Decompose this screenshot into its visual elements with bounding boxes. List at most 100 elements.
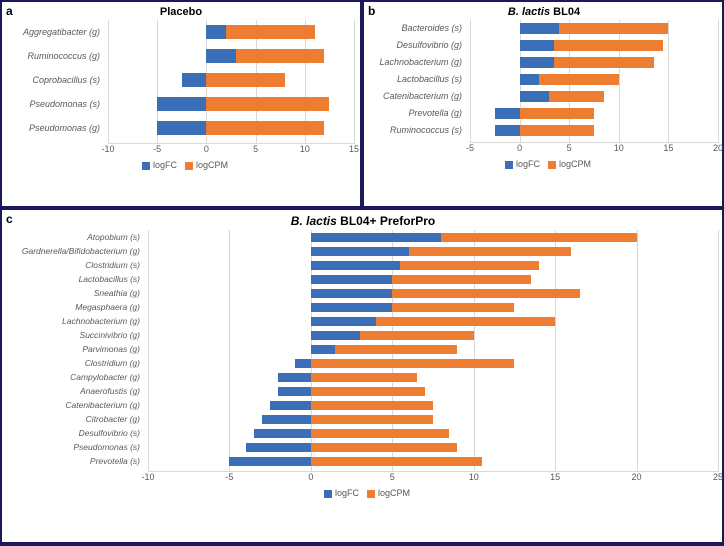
bar-logfc <box>311 247 409 256</box>
bar-logcpm <box>311 429 449 438</box>
bar-logcpm <box>376 317 555 326</box>
axis-tick: 5 <box>567 143 572 153</box>
category-label: Succinivibrio (g) <box>4 331 144 340</box>
legend: logFC logCPM <box>8 488 718 498</box>
panel-c-title-suffix: BL04+ PreforPro <box>337 214 435 228</box>
bar-logfc <box>311 233 441 242</box>
category-label: Ruminococcus (s) <box>366 125 466 136</box>
category-label: Aggregatibacter (g) <box>4 25 104 39</box>
category-label: Atopobium (s) <box>4 233 144 242</box>
category-label: Lactobacillus (s) <box>366 74 466 85</box>
legend-label-logfc: logFC <box>335 488 359 498</box>
legend-label-logcpm: logCPM <box>559 159 591 169</box>
panel-a: a Placebo Aggregatibacter (g)Ruminococcu… <box>0 0 362 208</box>
bar-logcpm <box>554 57 653 68</box>
bar-logfc <box>278 387 311 396</box>
category-label: Desulfovibrio (g) <box>366 40 466 51</box>
bar-logcpm <box>360 331 474 340</box>
bar-logcpm <box>520 108 594 119</box>
bar-logfc <box>229 457 310 466</box>
bar-logfc <box>270 401 311 410</box>
bar-logfc <box>520 74 540 85</box>
axis-tick: 20 <box>632 472 642 482</box>
category-label: Bacteroides (s) <box>366 23 466 34</box>
bar-logfc <box>520 57 555 68</box>
bar-logfc <box>520 40 555 51</box>
panel-a-label: a <box>6 4 13 18</box>
bar-logcpm <box>311 387 425 396</box>
axis-tick: -5 <box>225 472 233 482</box>
axis-tick: 20 <box>713 143 723 153</box>
bar-logcpm <box>520 125 594 136</box>
bar-logfc <box>278 373 311 382</box>
legend-label-logfc: logFC <box>516 159 540 169</box>
bar-logcpm <box>549 91 604 102</box>
bar-logcpm <box>441 233 636 242</box>
axis-tick: 25 <box>713 472 723 482</box>
bar-logcpm <box>236 49 325 63</box>
axis-tick: 10 <box>469 472 479 482</box>
panel-b-title: B. lactis BL04 <box>370 6 718 18</box>
bar-logfc <box>262 415 311 424</box>
bar-logfc <box>157 97 206 111</box>
legend: logFC logCPM <box>370 159 718 169</box>
category-label: Citrobacter (g) <box>4 415 144 424</box>
bar-logcpm <box>392 275 530 284</box>
legend-swatch-logcpm <box>185 162 193 170</box>
legend-swatch-logfc <box>142 162 150 170</box>
legend-label-logfc: logFC <box>153 160 177 170</box>
bar-logcpm <box>400 261 538 270</box>
panel-a-title: Placebo <box>8 6 354 18</box>
axis-tick: 10 <box>300 144 310 154</box>
category-label: Catenibacterium (g) <box>366 91 466 102</box>
legend-swatch-logcpm <box>367 490 375 498</box>
bar-logcpm <box>311 443 458 452</box>
axis-tick: 15 <box>663 143 673 153</box>
panel-b-title-italic: B. lactis <box>508 6 550 18</box>
bar-logfc <box>311 289 392 298</box>
legend-swatch-logcpm <box>548 161 556 169</box>
axis-tick: 5 <box>390 472 395 482</box>
bar-logcpm <box>311 415 433 424</box>
bar-logfc <box>206 49 236 63</box>
bar-logfc <box>520 23 560 34</box>
bar-logfc <box>495 125 520 136</box>
bar-logfc <box>311 303 392 312</box>
bar-logcpm <box>311 401 433 410</box>
axis-tick: -10 <box>141 472 154 482</box>
panel-c-label: c <box>6 212 13 226</box>
panel-c-title: B. lactis BL04+ PreforPro <box>8 214 718 228</box>
bar-logfc <box>295 359 311 368</box>
bar-logcpm <box>226 25 315 39</box>
legend-label-logcpm: logCPM <box>196 160 228 170</box>
panel-b-chart: Bacteroides (s)Desulfovibrio (g)Lachnoba… <box>370 20 718 169</box>
axis-tick: 5 <box>253 144 258 154</box>
figure: a Placebo Aggregatibacter (g)Ruminococcu… <box>0 0 724 544</box>
category-label: Campylobacter (g) <box>4 373 144 382</box>
bar-logfc <box>495 108 520 119</box>
axis-tick: -10 <box>101 144 114 154</box>
legend-label-logcpm: logCPM <box>378 488 410 498</box>
axis-tick: 15 <box>349 144 359 154</box>
category-label: Megasphaera (g) <box>4 303 144 312</box>
axis-tick: -5 <box>466 143 474 153</box>
category-label: Clostridium (g) <box>4 359 144 368</box>
bar-logfc <box>311 345 335 354</box>
category-label: Pseudomonas (s) <box>4 97 104 111</box>
legend-swatch-logfc <box>324 490 332 498</box>
category-label: Lactobacillus (s) <box>4 275 144 284</box>
legend-swatch-logfc <box>505 161 513 169</box>
bar-logcpm <box>206 73 285 87</box>
bar-logfc <box>246 443 311 452</box>
bar-logfc <box>311 317 376 326</box>
panel-a-chart: Aggregatibacter (g)Ruminococcus (g)Copro… <box>8 20 354 170</box>
bar-logcpm <box>311 457 482 466</box>
panel-c-title-italic: B. lactis <box>291 214 337 228</box>
legend: logFC logCPM <box>8 160 354 170</box>
category-label: Catenibacterium (g) <box>4 401 144 410</box>
bar-logcpm <box>409 247 572 256</box>
axis-tick: 10 <box>614 143 624 153</box>
bar-logfc <box>520 91 550 102</box>
panel-c: c B. lactis BL04+ PreforPro Atopobium (s… <box>0 208 724 546</box>
bar-logfc <box>157 121 206 135</box>
